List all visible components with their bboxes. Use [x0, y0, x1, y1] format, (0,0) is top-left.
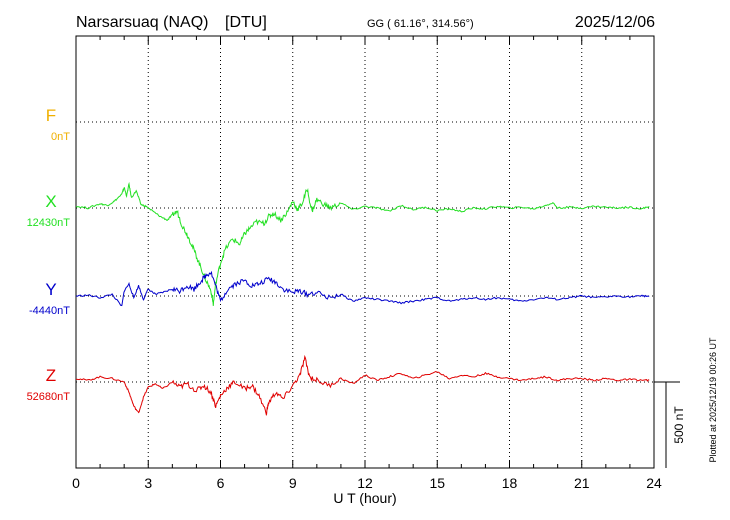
x-tick-label: 0: [72, 475, 80, 491]
plot-frame: [75, 35, 655, 469]
x-tick-label: 18: [502, 475, 518, 491]
x-tick-labels: 0 3 6 9 12 15 18 21 24: [72, 475, 662, 491]
series-baseline-x: 12430nT: [27, 217, 71, 229]
x-tick-label: 6: [217, 475, 225, 491]
x-tick-label: 21: [574, 475, 590, 491]
series-name-z: Z: [46, 366, 56, 385]
plotted-timestamp: Plotted at 2025/12/19 00:26 UT: [708, 337, 718, 463]
x-tick-label: 24: [646, 475, 662, 491]
series-labels: F 0nT X 12430nT Y -4440nT Z 52680nT: [27, 106, 71, 403]
series-line-z: [75, 354, 650, 417]
series-traces: [75, 181, 650, 417]
x-tick-label: 15: [429, 475, 445, 491]
series-name-y: Y: [45, 280, 56, 299]
x-axis-label: U T (hour): [333, 490, 396, 506]
scale-bar: 500 nT: [654, 381, 686, 468]
plot-grid: [76, 36, 654, 468]
series-baseline-f: 0nT: [51, 131, 70, 143]
station-title: Narsarsuaq (NAQ): [76, 14, 208, 31]
source-label: [DTU]: [225, 14, 267, 31]
series-baseline-z: 52680nT: [27, 391, 71, 403]
x-tick-label: 12: [357, 475, 373, 491]
series-baseline-y: -4440nT: [29, 305, 70, 317]
series-name-x: X: [45, 192, 56, 211]
coordinates-label: GG ( 61.16°, 314.56°): [367, 18, 474, 30]
series-line-x: [75, 181, 650, 306]
x-tick-label: 9: [289, 475, 297, 491]
date-label: 2025/12/06: [575, 14, 655, 31]
series-name-f: F: [46, 106, 56, 125]
scale-bar-label: 500 nT: [672, 406, 686, 444]
x-tick-label: 3: [144, 475, 152, 491]
series-line-y: [75, 270, 650, 307]
